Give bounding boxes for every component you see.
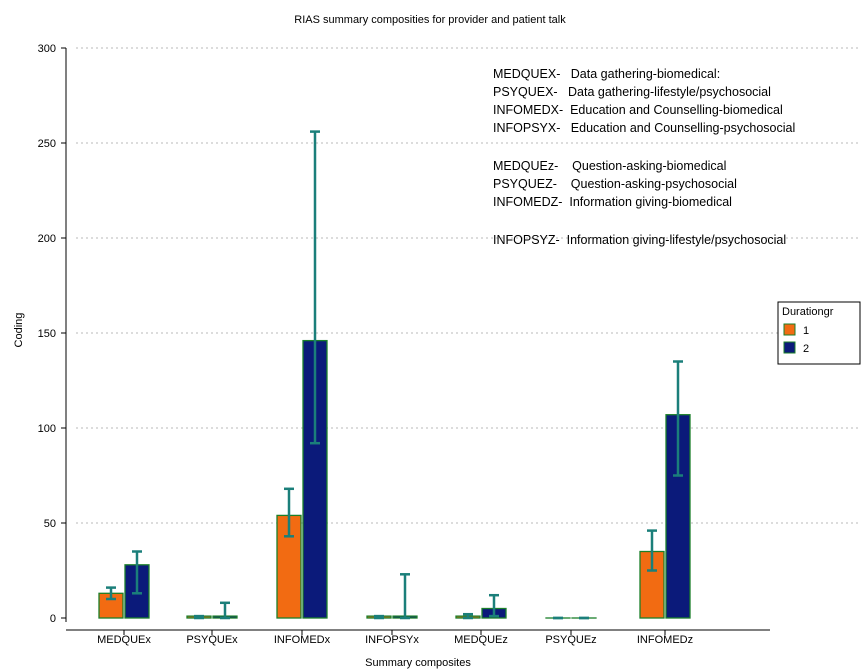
- y-tick-label: 300: [38, 43, 56, 55]
- y-tick-label: 200: [38, 233, 56, 245]
- y-tick-label: 250: [38, 138, 56, 150]
- legend-swatch-series-2: [783, 341, 796, 354]
- x-tick-label: INFOPSYx: [365, 634, 419, 646]
- annotation-line: PSYQUEX- Data gathering-lifestyle/psycho…: [493, 85, 771, 99]
- error-bar-layer: [106, 130, 683, 620]
- y-tick-label: 0: [50, 613, 56, 625]
- y-axis-label: Coding: [13, 313, 25, 348]
- chart-title: RIAS summary composities for provider an…: [294, 14, 566, 26]
- y-tick-label: 150: [38, 328, 56, 340]
- legend-title: Durationgr: [782, 306, 834, 318]
- x-tick-label: INFOMEDx: [274, 634, 331, 646]
- y-tick-label: 100: [38, 423, 56, 435]
- x-tick-label: MEDQUEz: [454, 634, 508, 646]
- legend-label-series-2: 2: [803, 343, 809, 355]
- legend-label-series-1: 1: [803, 325, 809, 337]
- bar-layer: [98, 339, 691, 619]
- x-tick-label: MEDQUEx: [97, 634, 151, 646]
- grid-layer: [76, 47, 860, 524]
- annotation-line: MEDQUEz- Question-asking-biomedical: [493, 159, 726, 173]
- annotation-line: MEDQUEX- Data gathering-biomedical:: [493, 67, 720, 81]
- annotation-line: INFOPSYX- Education and Counselling-psyc…: [493, 121, 795, 135]
- annotation-line: INFOMEDZ- Information giving-biomedical: [493, 195, 732, 209]
- axis-layer: 0 50 100 150 200 250 300 MEDQUEx PSYQUEx INFOMEDx…: [38, 43, 770, 646]
- text-layer: RIAS summary composities for provider an…: [13, 14, 566, 669]
- annotation-line: INFOPSYZ- Information giving-lifestyle/p…: [493, 233, 786, 247]
- annotation-line: INFOMEDX- Education and Counselling-biom…: [493, 103, 783, 117]
- annotation-block: MEDQUEX- Data gathering-biomedical: PSYQU…: [493, 67, 795, 247]
- legend-swatch-series-1: [783, 323, 796, 336]
- legend: Durationgr 1 2: [777, 301, 861, 365]
- x-tick-label: PSYQUEx: [186, 634, 238, 646]
- y-tick-label: 50: [44, 518, 56, 530]
- x-axis-label: Summary composites: [365, 657, 471, 669]
- x-tick-label: PSYQUEz: [545, 634, 596, 646]
- x-tick-label: INFOMEDz: [637, 634, 693, 646]
- annotation-line: PSYQUEZ- Question-asking-psychosocial: [493, 177, 737, 191]
